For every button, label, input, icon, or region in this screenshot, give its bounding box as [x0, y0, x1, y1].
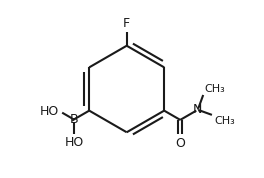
Text: F: F — [123, 17, 130, 30]
Text: CH₃: CH₃ — [204, 84, 225, 94]
Text: B: B — [70, 113, 78, 126]
Text: N: N — [203, 92, 204, 93]
Text: CH₃: CH₃ — [214, 116, 235, 126]
Text: N: N — [193, 103, 202, 116]
Text: O: O — [175, 137, 185, 150]
Text: HO: HO — [39, 105, 59, 118]
Text: HO: HO — [64, 136, 84, 149]
